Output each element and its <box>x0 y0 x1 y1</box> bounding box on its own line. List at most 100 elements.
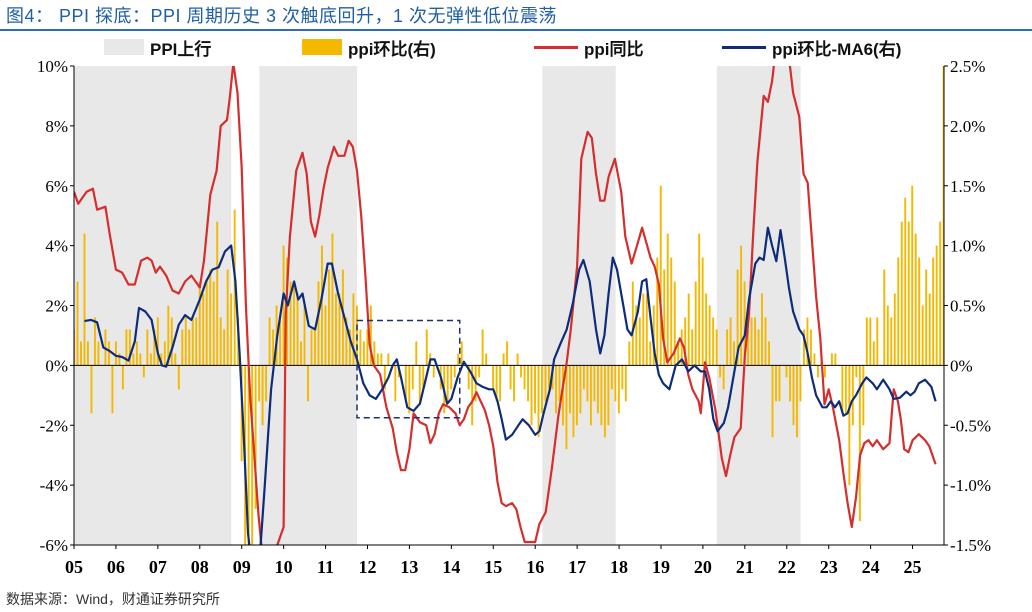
bar <box>862 365 865 426</box>
bar <box>537 365 540 438</box>
bar <box>1027 365 1029 425</box>
bar <box>768 341 770 366</box>
bar <box>170 317 173 366</box>
bar <box>327 269 330 366</box>
bar <box>656 257 659 366</box>
bar <box>146 329 149 366</box>
bar <box>950 282 952 366</box>
y-right-tick-label: 2.0% <box>950 117 985 136</box>
bar <box>907 221 910 366</box>
bar <box>946 222 948 366</box>
bar <box>796 365 798 438</box>
bar <box>495 365 498 402</box>
bar <box>261 365 264 426</box>
x-tick-label: 13 <box>400 557 418 577</box>
bar <box>520 365 523 378</box>
bar <box>163 341 166 366</box>
legend-item-shade: PPI上行 <box>104 34 211 60</box>
x-tick-label: 25 <box>904 557 922 577</box>
bar <box>635 305 638 366</box>
bar <box>872 341 875 366</box>
bar <box>928 293 931 366</box>
bar <box>184 317 187 366</box>
bar <box>513 365 516 402</box>
bar <box>988 353 990 365</box>
bar <box>303 305 306 366</box>
bar <box>1020 365 1022 377</box>
bar <box>677 341 680 366</box>
bar <box>1013 341 1015 365</box>
y-left-tick-label: 6% <box>45 177 68 196</box>
bar <box>132 353 135 366</box>
bar <box>509 365 512 390</box>
shaded-period <box>542 66 616 545</box>
bar <box>177 365 180 390</box>
legend: PPI上行 ppi环比(右) ppi同比 ppi环比-MA6(右) <box>0 34 1032 60</box>
y-right-tick-label: 1.5% <box>950 177 985 196</box>
bar <box>251 365 254 545</box>
bar <box>659 185 662 366</box>
bar <box>978 353 980 365</box>
bar <box>216 221 219 366</box>
bar <box>380 353 383 366</box>
x-tick-label: 12 <box>358 557 376 577</box>
bar <box>76 281 79 366</box>
bar <box>806 317 809 366</box>
bar <box>467 365 470 390</box>
bar <box>314 329 316 366</box>
bar <box>743 281 746 366</box>
bar <box>450 365 453 390</box>
bar <box>506 341 509 366</box>
bar <box>334 293 337 366</box>
bar <box>114 341 117 366</box>
y-left-tick-label: 8% <box>45 117 68 136</box>
bar <box>471 365 474 426</box>
bar <box>858 365 861 522</box>
bar <box>589 365 592 426</box>
legend-item-bar: ppi环比(右) <box>302 34 436 60</box>
bar <box>698 233 701 366</box>
bar <box>666 233 669 366</box>
y-right-tick-label: 1.0% <box>950 237 985 256</box>
bar <box>778 365 781 402</box>
bar <box>502 353 505 366</box>
bar <box>527 365 529 402</box>
y-right-tick-label: -1.5% <box>950 536 991 555</box>
bar <box>886 305 889 366</box>
bar <box>478 365 481 378</box>
bar <box>995 365 997 425</box>
x-tick-label: 08 <box>191 557 209 577</box>
bar <box>736 269 739 366</box>
bar <box>757 329 760 366</box>
bar <box>869 317 872 366</box>
bar <box>544 365 547 402</box>
bar <box>694 281 697 366</box>
bar <box>897 257 900 366</box>
legend-swatch-shade <box>104 39 144 55</box>
bar <box>1006 365 1008 461</box>
bar <box>348 329 351 366</box>
bar <box>258 365 261 402</box>
bar <box>156 317 159 366</box>
bar <box>366 329 369 366</box>
bar <box>174 353 177 366</box>
legend-item-red: ppi同比 <box>534 34 644 60</box>
bar <box>823 365 826 378</box>
bar <box>300 341 302 366</box>
bar <box>422 365 425 390</box>
bar <box>942 66 944 366</box>
bar <box>705 293 708 366</box>
x-tick-label: 20 <box>694 557 712 577</box>
shaded-period <box>74 66 232 545</box>
bar <box>331 233 334 366</box>
bar <box>740 245 743 366</box>
bar <box>321 245 323 366</box>
y-left-tick-label: -6% <box>40 536 68 555</box>
bar <box>125 329 128 366</box>
bar <box>387 353 390 366</box>
bar <box>701 257 704 366</box>
source-note: 数据来源：Wind，财通证券研究所 <box>6 591 220 607</box>
bar <box>293 281 295 366</box>
bar <box>548 365 550 390</box>
legend-label-bar: ppi环比(右) <box>348 39 436 59</box>
